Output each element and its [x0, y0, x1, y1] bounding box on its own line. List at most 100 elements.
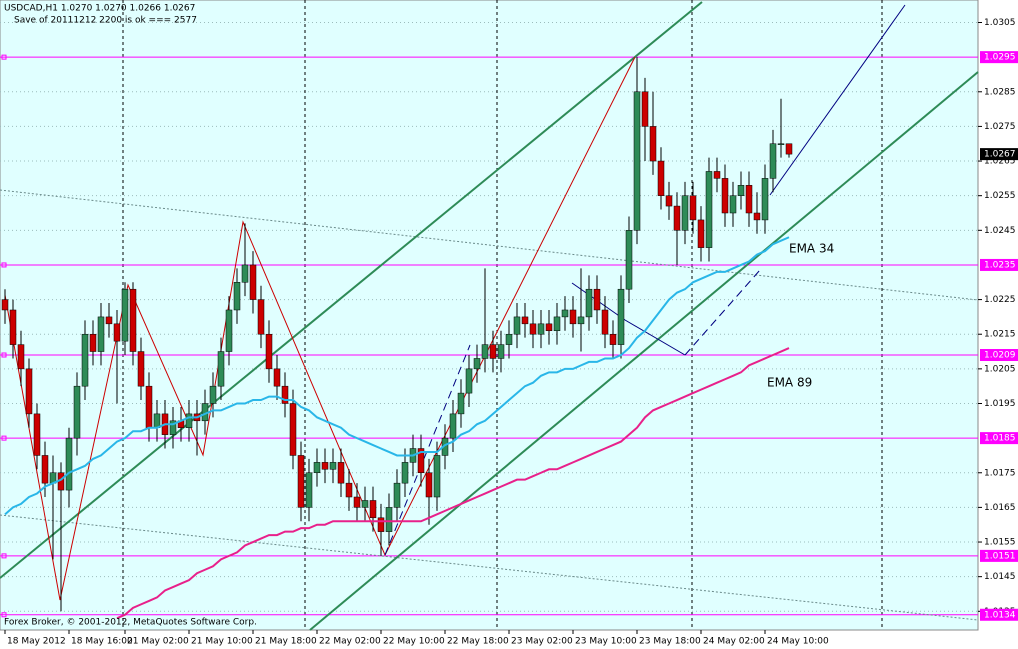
- current-price-label: 1.0267: [984, 150, 1016, 160]
- candle-body: [17, 344, 25, 370]
- x-tick-label: 21 May 18:00: [255, 637, 317, 647]
- chart-title: USDCAD,H1 1.0270 1.0270 1.0266 1.0267: [4, 4, 195, 14]
- candle-body: [153, 413, 161, 428]
- x-tick-label: 23 May 18:00: [639, 637, 701, 647]
- candle-body: [545, 323, 553, 332]
- candle-body: [289, 403, 297, 456]
- candle-body: [433, 455, 441, 498]
- candle-body: [465, 368, 473, 394]
- candle-body: [737, 185, 745, 196]
- candles: [1, 57, 793, 612]
- y-tick-label: 1.0305: [984, 18, 1016, 28]
- x-tick-label: 22 May 10:00: [383, 637, 445, 647]
- candle-body: [233, 282, 241, 311]
- channel-line: [0, 1, 703, 579]
- trend-dashed: [684, 269, 761, 356]
- level-marker: [1, 612, 7, 618]
- price-axis: 1.0305 1.0285 1.0275 1.0265 1.0255 1.0245 1.02…: [978, 18, 1018, 621]
- candle-body: [41, 455, 49, 484]
- candle-body: [65, 437, 73, 491]
- ema-label: EMA 34: [789, 242, 834, 256]
- candle-body: [697, 219, 705, 248]
- candle-body: [481, 344, 489, 359]
- candle-body: [225, 309, 233, 352]
- candle-body: [705, 171, 713, 248]
- drawings: [0, 1, 979, 631]
- candle-body: [721, 178, 729, 214]
- candle-body: [121, 288, 129, 342]
- level-label-box: [980, 549, 1018, 562]
- candle-body: [521, 316, 529, 325]
- level-marker: [1, 352, 7, 358]
- candle-body: [345, 482, 353, 498]
- candle-body: [585, 288, 593, 318]
- candle-body: [713, 171, 721, 179]
- candle-body: [625, 230, 633, 290]
- candle-body: [89, 333, 97, 352]
- candle-body: [505, 333, 513, 345]
- candle-body: [489, 344, 497, 359]
- y-tick-label: 1.0165: [984, 503, 1016, 513]
- channel-line: [309, 71, 979, 631]
- candle-body: [321, 462, 329, 470]
- candle-body: [729, 195, 737, 214]
- candle-body: [81, 333, 89, 387]
- y-tick-label: 1.0255: [984, 191, 1016, 201]
- candle-body: [329, 462, 337, 470]
- y-tick-label: 1.0245: [984, 226, 1016, 236]
- candle-body: [449, 413, 457, 439]
- level-label: 1.0295: [984, 53, 1016, 63]
- level-marker: [1, 553, 7, 559]
- candle-body: [561, 309, 569, 318]
- level-label-box: [980, 258, 1018, 271]
- candle-body: [1, 299, 9, 311]
- candle-body: [297, 455, 305, 508]
- ema-line: [4, 236, 790, 516]
- level-label-box: [980, 432, 1018, 445]
- candle-body: [137, 351, 145, 387]
- levels: [0, 54, 978, 618]
- x-tick-label: 22 May 18:00: [447, 637, 509, 647]
- plot-area: [0, 0, 979, 631]
- candle-body: [241, 264, 249, 283]
- candle-body: [617, 288, 625, 345]
- candle-body: [25, 368, 33, 415]
- copyright: Forex Broker, © 2001-2012, MetaQuotes So…: [4, 618, 257, 628]
- candle-body: [273, 368, 281, 387]
- y-tick-label: 1.0195: [984, 399, 1016, 409]
- candle-body: [569, 309, 577, 325]
- candle-body: [785, 143, 793, 155]
- candle-body: [337, 462, 345, 484]
- candle-body: [401, 462, 409, 484]
- level-label: 1.0185: [984, 434, 1016, 444]
- candle-body: [129, 288, 137, 352]
- candle-body: [249, 264, 257, 300]
- candle-body: [497, 344, 505, 359]
- candle-body: [361, 500, 369, 508]
- candle-body: [281, 385, 289, 404]
- candle-body: [537, 323, 545, 335]
- candle-body: [513, 316, 521, 335]
- candle-body: [305, 472, 313, 508]
- candle-body: [185, 413, 193, 428]
- candle-body: [657, 160, 665, 196]
- y-tick-label: 1.0145: [984, 572, 1016, 582]
- candle-body: [265, 333, 273, 370]
- candle-body: [673, 205, 681, 231]
- ema-label: EMA 89: [767, 376, 812, 390]
- candle-body: [9, 309, 17, 345]
- trend-line: [769, 4, 906, 196]
- candle-body: [457, 392, 465, 415]
- level-label: 1.0134: [984, 610, 1016, 620]
- candle-body: [601, 309, 609, 335]
- level-marker: [1, 435, 7, 441]
- x-tick-label: 21 May 02:00: [127, 637, 189, 647]
- y-tick-label: 1.0205: [984, 364, 1016, 374]
- y-tick-label: 1.0285: [984, 87, 1016, 97]
- candle-body: [609, 333, 617, 345]
- candle-body: [649, 126, 657, 162]
- y-tick-label: 1.0155: [984, 538, 1016, 548]
- candle-body: [393, 482, 401, 508]
- trend-dashed: [384, 344, 471, 556]
